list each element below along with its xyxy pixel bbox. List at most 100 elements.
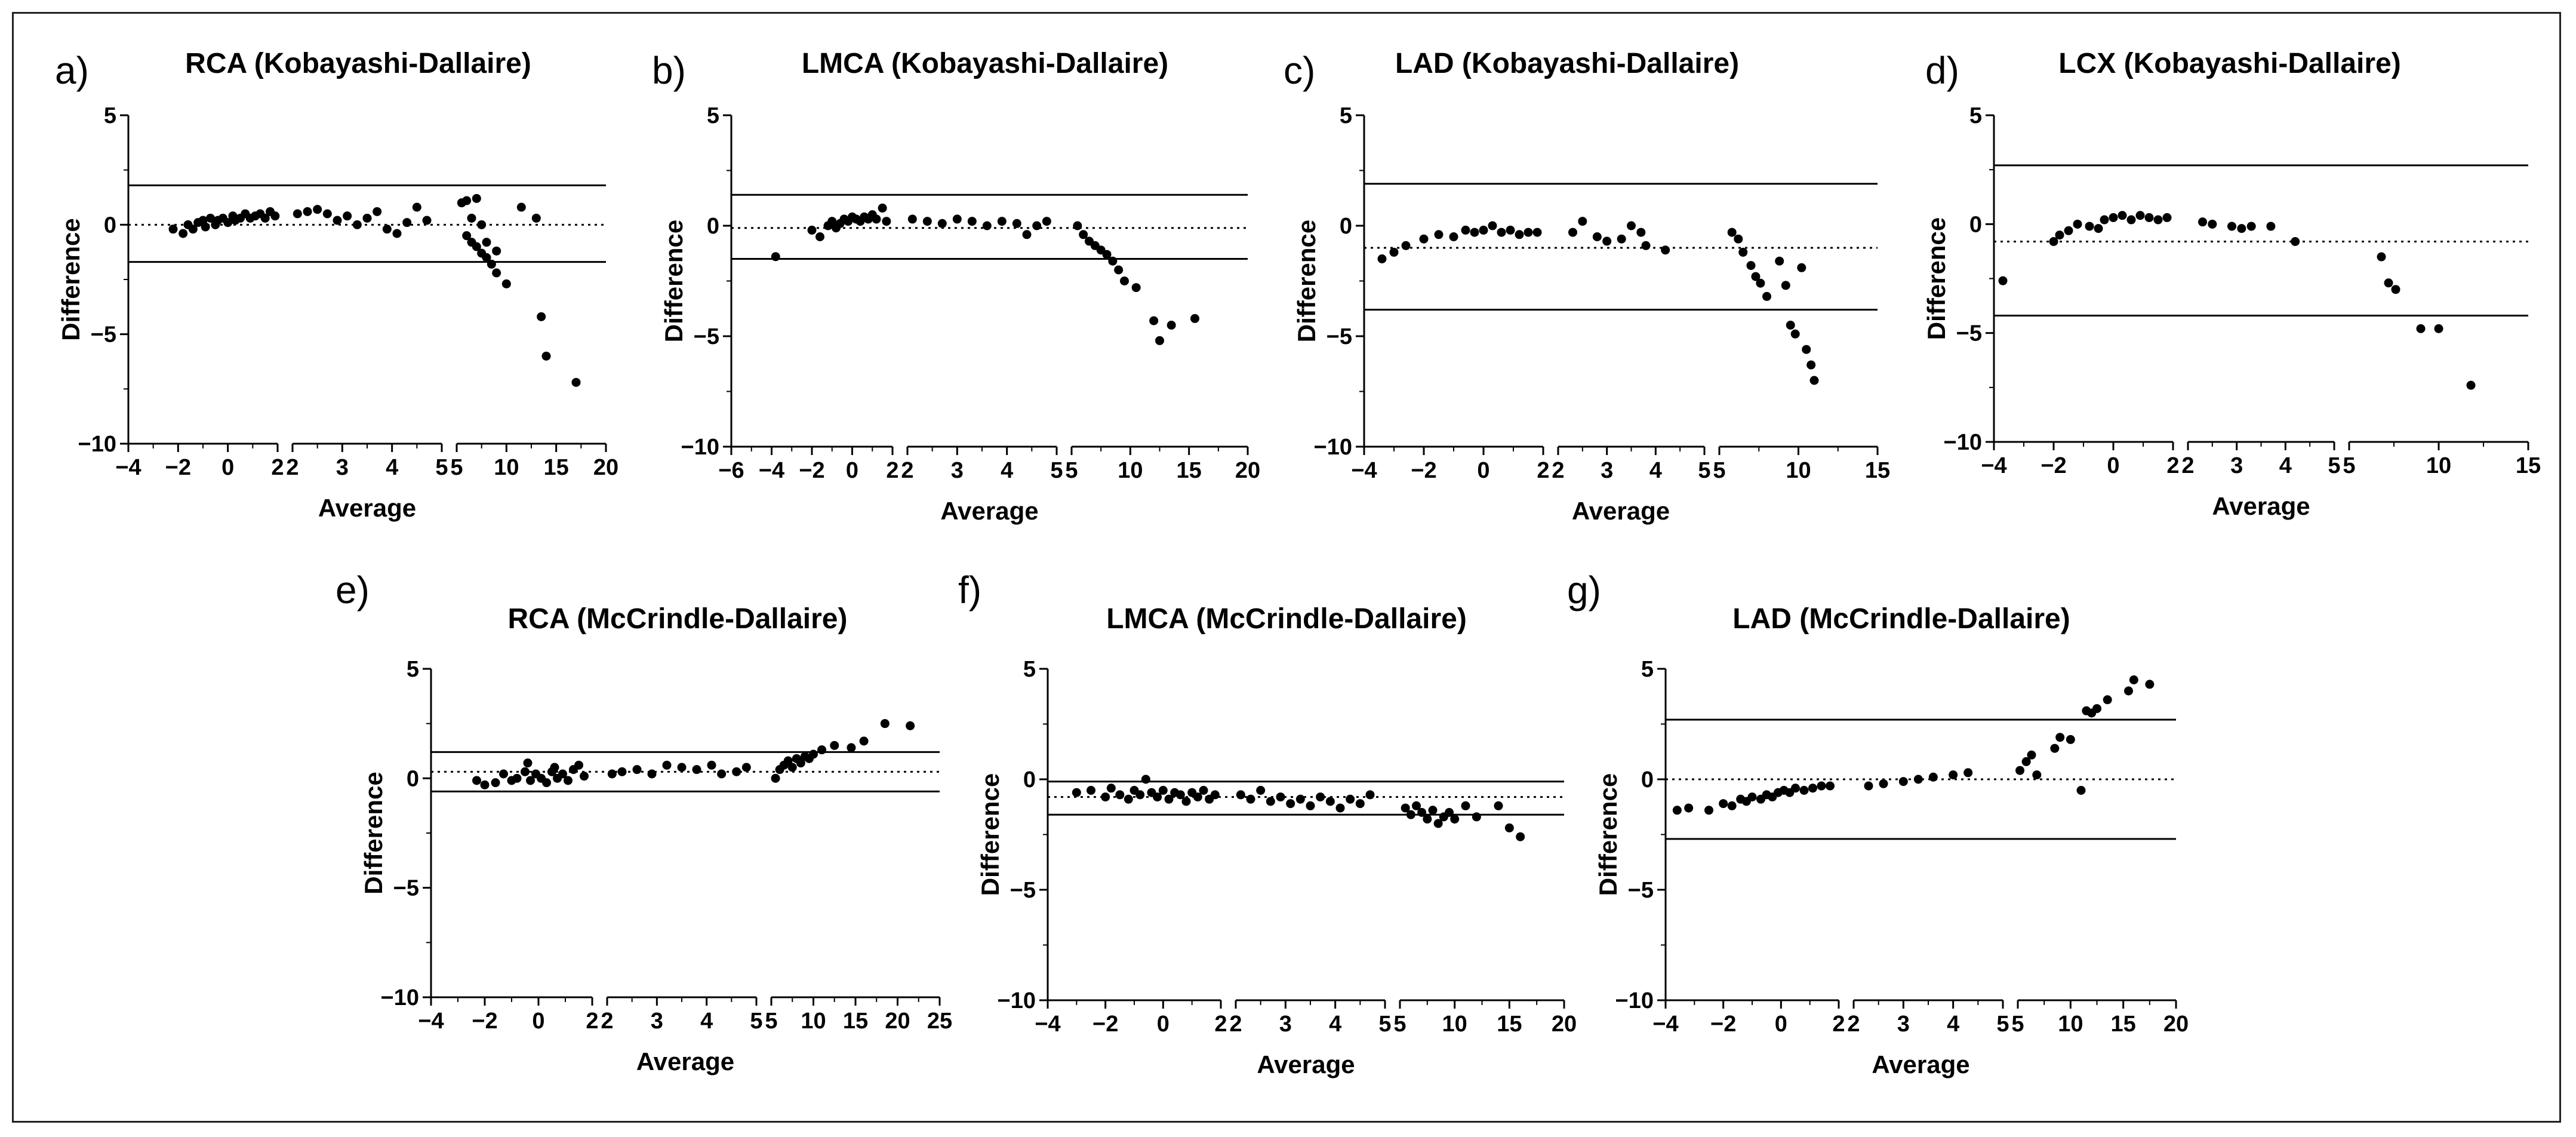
data-point <box>1406 810 1415 819</box>
data-point <box>2198 217 2207 227</box>
data-point <box>1963 768 1973 778</box>
data-point <box>382 225 392 234</box>
y-axis-label: Difference <box>1292 220 1321 342</box>
data-point <box>2153 215 2163 225</box>
data-point <box>1153 792 1162 802</box>
data-point <box>1756 278 1765 288</box>
data-point <box>1401 241 1411 250</box>
x-tick-label: 4 <box>386 455 398 480</box>
x-tick-label: 5 <box>765 1009 777 1034</box>
data-point <box>1175 790 1185 800</box>
data-point <box>1417 808 1427 817</box>
data-point <box>741 763 751 772</box>
x-tick-label: −2 <box>2041 453 2066 478</box>
x-tick-label: 2 <box>1229 1012 1242 1037</box>
x-tick-label: 4 <box>2279 453 2292 478</box>
data-point <box>1864 781 1873 791</box>
data-point <box>1704 806 1713 815</box>
data-point <box>2100 215 2109 225</box>
y-tick-label: 0 <box>707 214 719 239</box>
data-point <box>2055 733 2065 742</box>
x-tick-label: 2 <box>2181 453 2194 478</box>
x-tick-label: 15 <box>1177 458 1202 483</box>
data-point <box>732 767 741 776</box>
data-point <box>2076 786 2086 795</box>
data-point <box>796 758 805 768</box>
data-point <box>1236 790 1245 800</box>
data-point <box>2144 213 2154 222</box>
data-point <box>516 202 526 212</box>
data-point <box>1751 272 1761 281</box>
data-point <box>2050 743 2060 753</box>
data-point <box>617 767 627 776</box>
data-point <box>1042 217 1051 226</box>
data-point <box>2085 222 2094 231</box>
data-point <box>2126 215 2136 225</box>
x-axis-label: Average <box>318 494 416 522</box>
x-tick-label: 5 <box>1050 458 1063 483</box>
data-point <box>1775 256 1784 266</box>
panel-e: e) RCA (McCrindle-Dallaire) 5 0 −5 −10 Differe… <box>336 568 952 1075</box>
x-tick-label: 5 <box>2011 1012 2024 1037</box>
data-point <box>462 231 472 241</box>
data-point <box>1806 360 1816 370</box>
panel-c: c) LAD (Kobayashi-Dallaire) 5 0 −5 −10 Differe… <box>1284 48 1890 525</box>
data-point <box>1898 777 1908 786</box>
data-point <box>847 743 856 752</box>
data-point <box>472 242 481 251</box>
y-tick-label: −10 <box>998 988 1036 1013</box>
data-point <box>1532 228 1542 237</box>
data-point <box>2135 211 2145 220</box>
data-point <box>2237 224 2246 233</box>
data-point <box>303 207 312 216</box>
data-point <box>564 776 573 785</box>
data-point <box>817 745 827 755</box>
x-tick-label: 20 <box>885 1009 910 1034</box>
data-point <box>2066 735 2075 744</box>
x-tick-label: 0 <box>221 455 234 480</box>
x-tick-label: 10 <box>2058 1012 2083 1037</box>
data-point <box>1306 801 1315 810</box>
data-point <box>571 377 581 387</box>
y-tick-label: −10 <box>78 432 116 457</box>
data-point <box>1515 230 1524 239</box>
data-point <box>1516 832 1525 841</box>
data-point <box>422 216 432 225</box>
data-point <box>1672 806 1682 815</box>
data-point <box>531 213 541 223</box>
data-point <box>2032 770 2042 780</box>
data-point <box>1167 321 1176 330</box>
data-point <box>1808 783 1817 793</box>
panel-label: g) <box>1567 568 1601 611</box>
data-point <box>537 312 546 321</box>
data-point <box>412 202 421 212</box>
data-point <box>2145 680 2155 689</box>
data-point <box>1124 794 1133 804</box>
data-point <box>1106 783 1116 793</box>
data-point <box>1727 801 1737 810</box>
data-point <box>580 772 589 781</box>
x-tick-label: 15 <box>1497 1012 1522 1037</box>
data-point <box>512 773 522 783</box>
data-point <box>997 217 1007 226</box>
x-tick-label: 3 <box>1279 1012 1292 1037</box>
x-tick-label: 4 <box>1329 1012 1341 1037</box>
data-point <box>1164 794 1174 804</box>
data-point <box>607 769 617 779</box>
data-point <box>1738 247 1748 257</box>
panel-label: e) <box>336 568 370 611</box>
data-point <box>499 769 508 779</box>
data-point <box>2124 686 2133 696</box>
data-point <box>952 214 962 224</box>
data-point <box>1497 228 1506 237</box>
x-tick-label: 10 <box>801 1009 826 1034</box>
data-point <box>1325 797 1335 806</box>
data-point <box>2384 278 2393 288</box>
y-tick-label: 5 <box>1023 657 1036 682</box>
data-point <box>1389 247 1399 257</box>
x-tick-label: 25 <box>927 1009 952 1034</box>
x-tick-label: 3 <box>1601 458 1613 483</box>
x-tick-label: 0 <box>1157 1012 1169 1037</box>
y-axis-label: Difference <box>1594 773 1622 896</box>
data-point <box>1661 245 1670 255</box>
